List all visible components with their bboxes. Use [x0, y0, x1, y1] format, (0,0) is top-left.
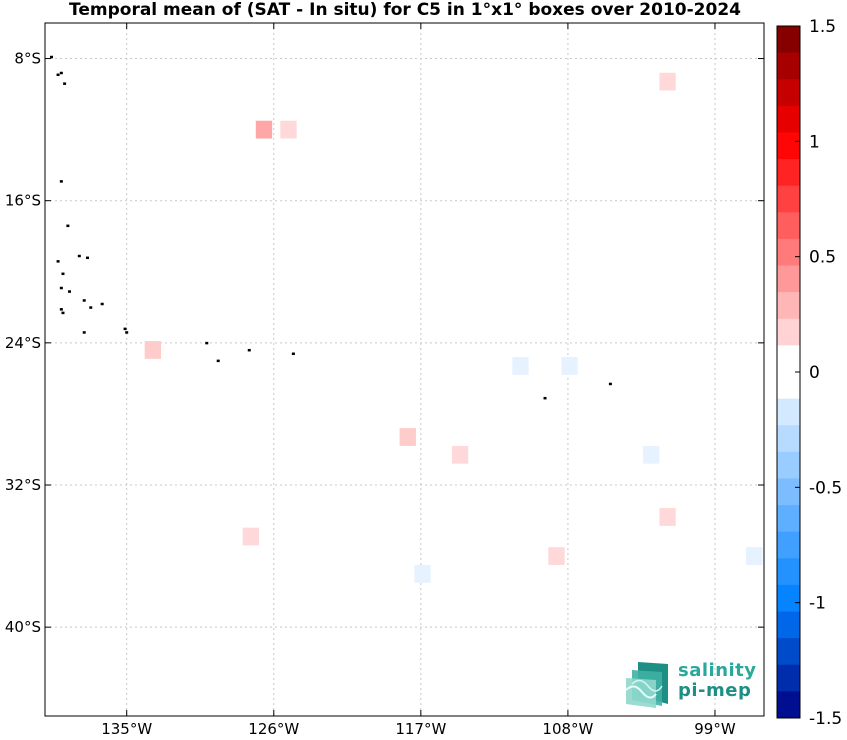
- island-19: [125, 331, 129, 334]
- island-22: [216, 359, 220, 363]
- map-frame: [44, 22, 765, 717]
- colorbar-level-17: [777, 478, 800, 506]
- colorbar-level-13: [777, 372, 800, 400]
- lon-tick-label-2: 117°W: [395, 720, 446, 738]
- colorbar-level-24: [777, 664, 800, 692]
- colorbar-tick-label-5: -1: [809, 594, 826, 614]
- island-1: [59, 71, 63, 75]
- islands: [50, 55, 612, 400]
- colorbar-level-5: [777, 159, 800, 187]
- data-cell-1: [255, 120, 273, 139]
- island-7: [61, 272, 65, 276]
- data-cell-5: [561, 357, 578, 375]
- island-9: [85, 256, 89, 260]
- lat-tick-label-3: 32°S: [5, 476, 41, 494]
- island-10: [59, 286, 63, 290]
- chart-title: Temporal mean of (SAT - In situ) for C5 …: [69, 0, 741, 20]
- island-0: [50, 55, 54, 59]
- island-16: [61, 311, 65, 315]
- colorbar-level-0: [777, 26, 800, 54]
- lat-tick-label-2: 24°S: [5, 334, 41, 352]
- colorbar-level-9: [777, 265, 800, 293]
- colorbar-level-20: [777, 558, 800, 586]
- colorbar-tick-label-2: 0.5: [809, 248, 836, 268]
- island-17: [82, 331, 86, 334]
- island-8: [77, 254, 81, 258]
- data-cell-10: [242, 527, 260, 546]
- data-cell-8: [643, 445, 660, 464]
- axis-ticks: 135°W 126°W 117°W 108°W 99°W 8°S 16°S 24°S 32°S 4…: [5, 23, 764, 738]
- island-21: [247, 348, 251, 352]
- colorbar-tick-label-4: -0.5: [809, 478, 842, 498]
- waves-logo-icon: [625, 662, 668, 708]
- colorbar-tick-label-6: -1.5: [809, 709, 842, 729]
- lon-tick-label-1: 126°W: [248, 720, 299, 738]
- island-20: [205, 341, 209, 345]
- island-11: [68, 290, 72, 293]
- colorbar-level-25: [777, 691, 800, 719]
- colorbar-level-2: [777, 79, 800, 107]
- lon-tick-label-0: 135°W: [101, 720, 152, 738]
- island-6: [56, 260, 60, 263]
- lat-tick-label-1: 16°S: [5, 192, 41, 210]
- data-cell-13: [746, 547, 763, 565]
- colorbar-level-8: [777, 238, 800, 267]
- data-cell-0: [659, 72, 676, 91]
- data-cell-4: [512, 357, 529, 375]
- colorbar-level-1: [777, 52, 800, 80]
- colorbar-tick-label-3: 0: [809, 363, 820, 383]
- colorbar-level-10: [777, 292, 800, 320]
- colorbar-level-4: [777, 132, 800, 160]
- data-cell-3: [144, 341, 162, 359]
- island-14: [100, 302, 104, 306]
- colorbar-level-15: [777, 425, 800, 453]
- colorbar: 1.5 1 0.5 0 -0.5 -1 -1.5: [776, 17, 842, 729]
- lon-tick-label-4: 99°W: [694, 720, 736, 738]
- colorbar-level-18: [777, 505, 800, 533]
- colorbar-level-16: [777, 451, 800, 479]
- island-2: [56, 73, 60, 77]
- data-cell-6: [399, 428, 416, 446]
- island-3: [63, 82, 67, 85]
- data-cell-9: [659, 508, 676, 526]
- data-cell-11: [548, 547, 565, 565]
- lat-tick-label-4: 40°S: [5, 618, 41, 636]
- colorbar-level-22: [777, 611, 800, 639]
- colorbar-level-7: [777, 212, 800, 240]
- island-15: [59, 308, 63, 311]
- colorbar-level-21: [777, 584, 800, 613]
- data-cells: [144, 72, 763, 583]
- logo-line2: pi-mep: [678, 680, 752, 701]
- island-24: [543, 396, 547, 400]
- logo-line1: salinity: [678, 660, 757, 681]
- island-13: [89, 306, 93, 309]
- lon-tick-label-3: 108°W: [542, 720, 593, 738]
- colorbar-level-14: [777, 398, 800, 426]
- island-12: [82, 299, 86, 302]
- island-25: [608, 382, 612, 386]
- colorbar-level-12: [777, 345, 800, 373]
- data-cell-2: [280, 120, 297, 139]
- colorbar-level-23: [777, 638, 800, 666]
- colorbar-level-3: [777, 105, 800, 133]
- data-cell-12: [414, 564, 431, 583]
- data-cell-7: [451, 445, 469, 464]
- island-23: [291, 352, 295, 356]
- colorbar-level-11: [777, 318, 800, 346]
- island-4: [59, 180, 63, 183]
- salinity-pimep-logo: salinity pi-mep: [624, 660, 764, 708]
- colorbar-tick-label-1: 1: [809, 132, 820, 152]
- colorbar-tick-label-0: 1.5: [809, 17, 836, 37]
- lat-tick-label-0: 8°S: [14, 50, 41, 68]
- island-18: [123, 327, 127, 331]
- island-5: [66, 224, 70, 228]
- colorbar-level-19: [777, 531, 800, 559]
- map-grid: [45, 23, 764, 716]
- colorbar-level-6: [777, 185, 800, 213]
